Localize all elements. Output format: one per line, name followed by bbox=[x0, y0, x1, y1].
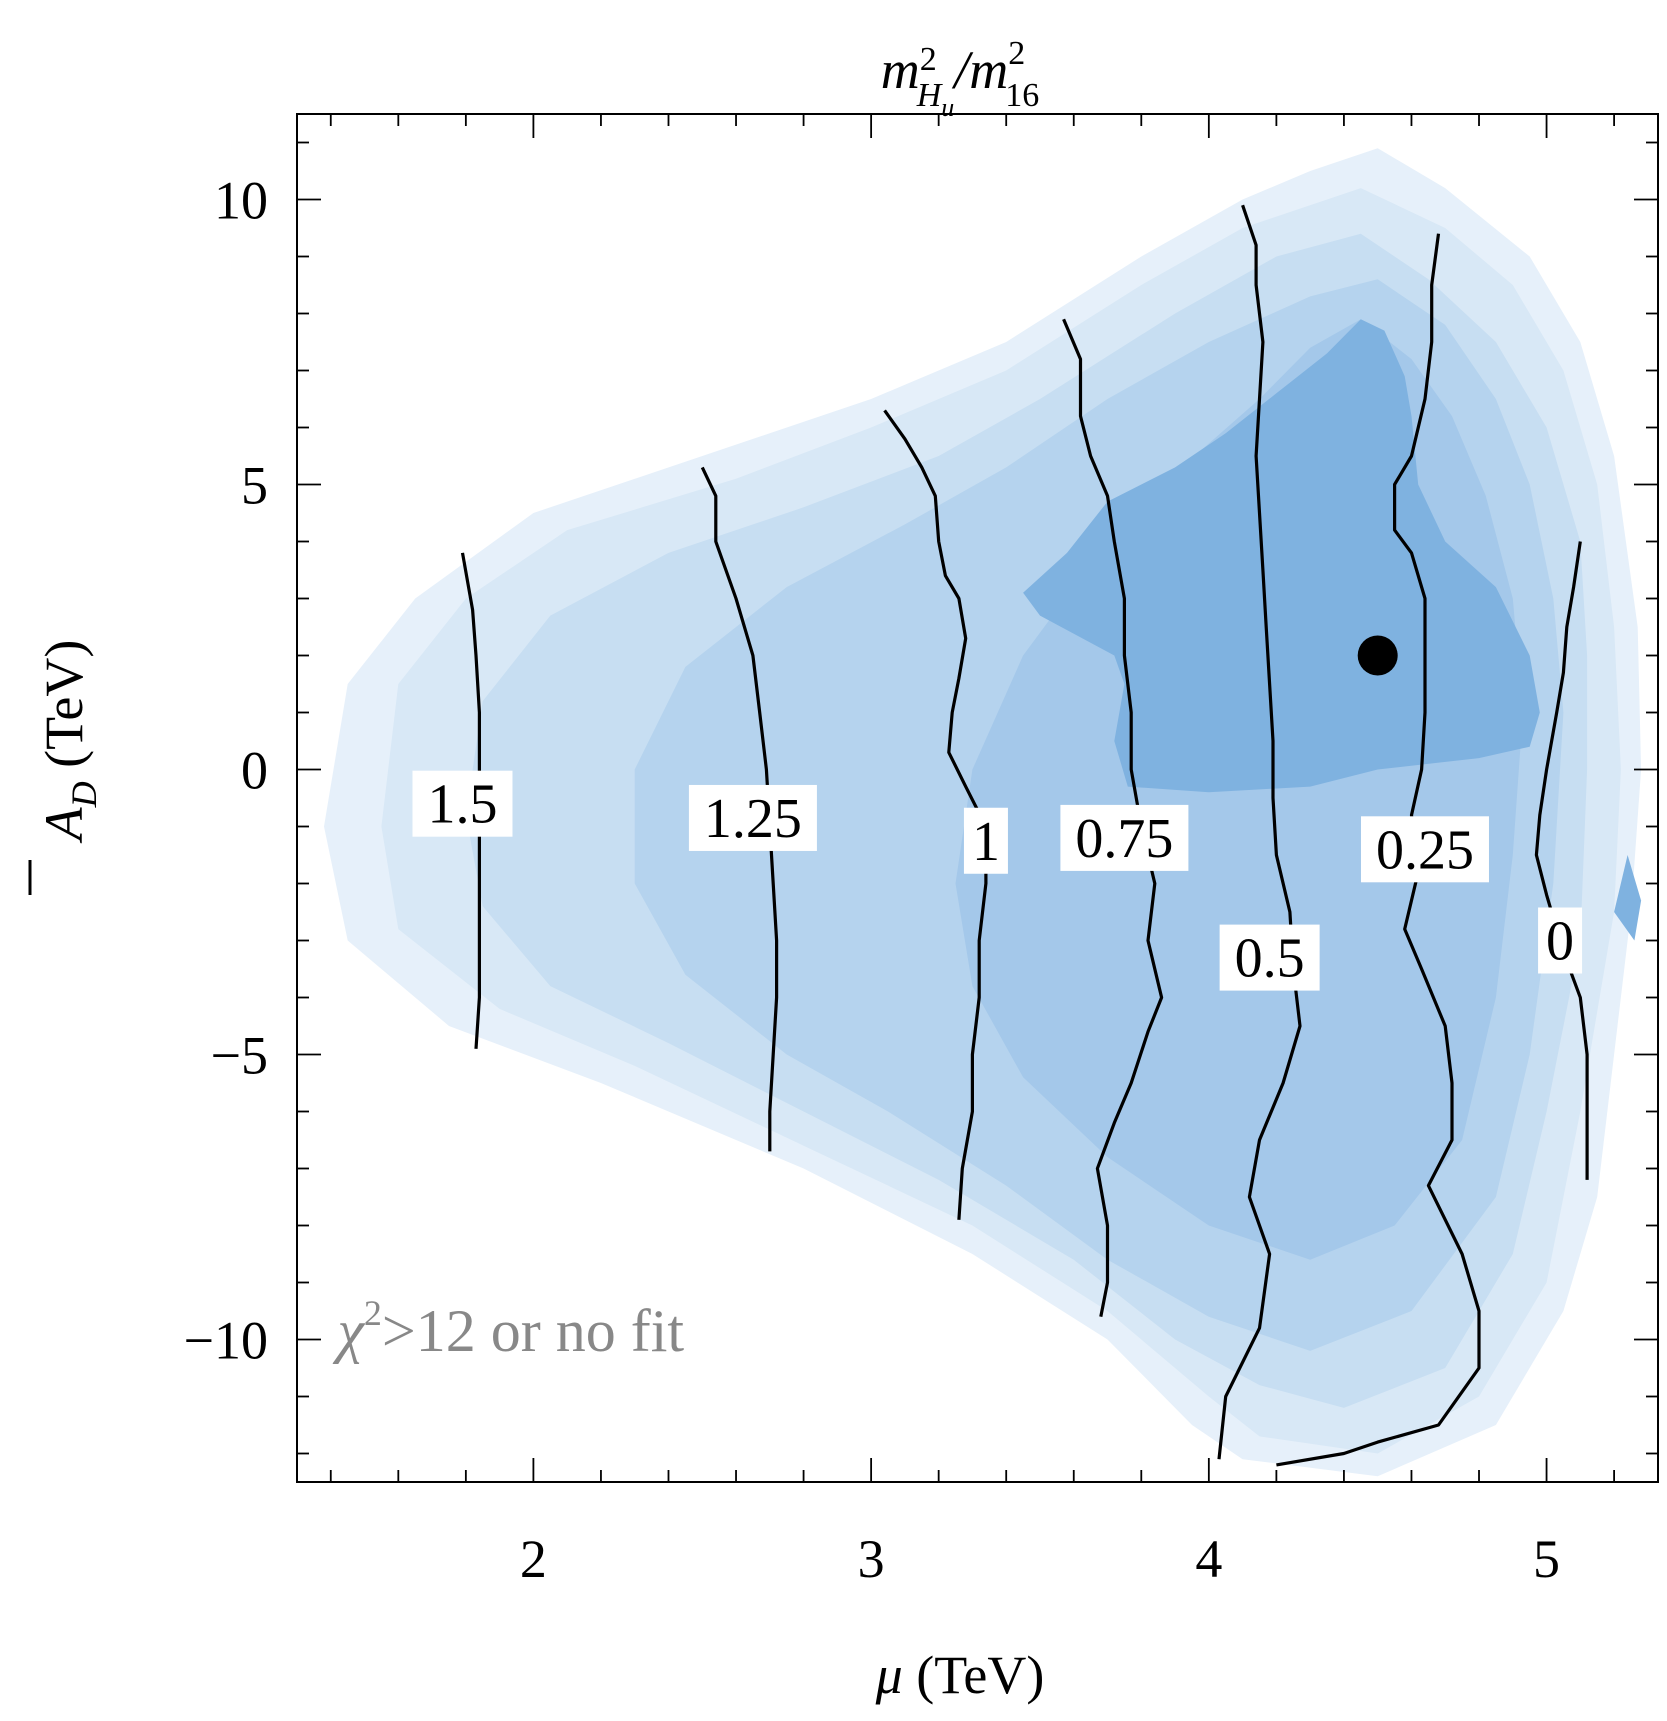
contour-label-text: 0.25 bbox=[1376, 819, 1474, 881]
fill-region-level-6 bbox=[1614, 855, 1642, 941]
contour-labels: 1.5 1.25 1 0.75 0.5 0.25 0 bbox=[412, 770, 1583, 991]
x-tick-label: 3 bbox=[858, 1529, 885, 1589]
y-axis-title: AD (TeV) bbox=[28, 640, 104, 895]
contour-label-text: 0.75 bbox=[1075, 808, 1173, 870]
contour-label-text: 1.25 bbox=[704, 788, 802, 850]
y-tick-label: 10 bbox=[214, 171, 268, 231]
plot-frame bbox=[296, 113, 1659, 1483]
contour-label-0.75: 0.75 bbox=[1060, 804, 1189, 871]
x-tick-label: 4 bbox=[1195, 1529, 1222, 1589]
y-tick-label: 5 bbox=[241, 456, 268, 516]
contour-line-0 bbox=[1534, 541, 1589, 1180]
contour-label-box bbox=[688, 784, 817, 851]
best-fit-point bbox=[1357, 635, 1398, 676]
contour-label-text: 0 bbox=[1546, 911, 1574, 973]
x-axis-title: μ (TeV) bbox=[875, 1645, 1045, 1705]
contour-line-0.5 bbox=[1217, 204, 1302, 1460]
contour-label-box bbox=[963, 807, 1008, 874]
contour-label-box bbox=[1538, 907, 1583, 974]
fill-region-level-6 bbox=[1023, 319, 1540, 793]
y-tick-label: 0 bbox=[241, 741, 268, 801]
contour-label-box bbox=[1219, 924, 1320, 991]
contour-label-box bbox=[1060, 804, 1189, 871]
x-tick-labels: 2 3 4 5 bbox=[520, 1529, 1560, 1589]
contour-label-1: 1 bbox=[963, 807, 1008, 874]
axis-ticks bbox=[297, 114, 1658, 1482]
contour-line-1 bbox=[883, 409, 988, 1220]
chart-title: m2 Hu/m2 16 bbox=[881, 35, 1040, 122]
contour-label-0.25: 0.25 bbox=[1360, 816, 1489, 883]
y-tick-label: −10 bbox=[184, 1311, 268, 1371]
x-tick-label: 2 bbox=[520, 1529, 547, 1589]
contour-label-text: 1 bbox=[972, 811, 1000, 873]
contour-label-text: 1.5 bbox=[427, 774, 497, 836]
no-fit-annotation: χ2>12 or no fit bbox=[333, 1293, 685, 1364]
contour-label-1.5: 1.5 bbox=[412, 770, 513, 837]
x-tick-label: 5 bbox=[1533, 1529, 1560, 1589]
svg-text:AD (TeV): AD (TeV) bbox=[34, 640, 104, 844]
contour-label-0.5: 0.5 bbox=[1219, 924, 1320, 991]
contour-label-text: 0.5 bbox=[1235, 928, 1305, 990]
contour-label-box bbox=[412, 770, 513, 837]
contour-label-0: 0 bbox=[1538, 907, 1583, 974]
y-tick-labels: 10 5 0 −5 −10 bbox=[184, 171, 268, 1371]
contour-label-box bbox=[1360, 816, 1489, 883]
y-tick-label: −5 bbox=[211, 1026, 268, 1086]
best-fit-marker bbox=[1357, 635, 1398, 676]
contour-label-1.25: 1.25 bbox=[688, 784, 817, 851]
